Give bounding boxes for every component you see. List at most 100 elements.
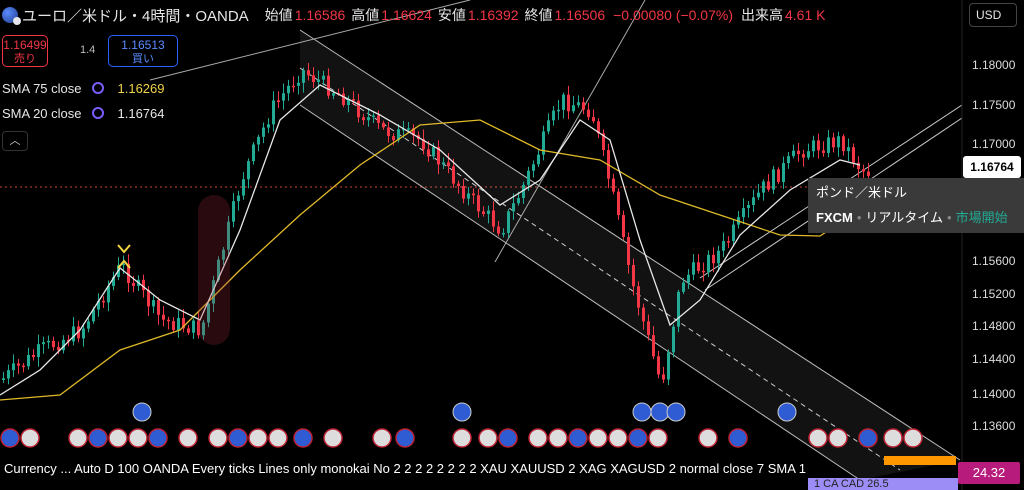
candle-body [397,129,400,141]
price-axis-label: 1.14000 [972,387,1016,401]
candle-body [467,193,470,199]
candle-body [822,150,825,153]
tooltip-status: 市場開始 [955,210,1008,225]
candle-body [107,286,110,303]
candle-body [617,191,620,216]
collapse-legend-button[interactable]: ︿ [2,131,28,151]
price-axis-label: 1.15600 [972,254,1016,268]
candle-body [717,250,720,264]
symbol-header: ユーロ／米ドル・4時間・OANDA 始値 1.16586 高値 1.16624 … [0,2,825,28]
candle-body [332,93,335,96]
currency-selector[interactable]: USD [969,3,1017,27]
candle-body [292,85,295,88]
indicator-sma20[interactable]: SMA 20 close 1.16764 [2,103,165,123]
event-flag-icon [248,428,268,448]
candle-body [252,144,255,162]
candle-body [437,146,440,165]
candle-body [532,164,535,171]
candle-body [282,93,285,101]
candle-body [497,226,500,234]
candle-body [157,300,160,315]
indicator-name: SMA 20 close [2,105,82,121]
event-flag-icon [148,428,168,448]
event-flag-icon [828,428,848,448]
indicator-sma75[interactable]: SMA 75 close 1.16269 [2,78,165,98]
status-bar: Currency ... Auto D 100 OANDA Every tick… [0,458,958,480]
candle-body [97,300,100,310]
event-flag-icon [903,428,923,448]
chevron-up-icon: ︿ [9,135,21,147]
candle-body [792,150,795,157]
candle-body [637,286,640,308]
candle-body [462,185,465,199]
candle-body [747,204,750,209]
candle-body [722,241,725,251]
candle-body [402,128,405,131]
event-flag-icon [648,428,668,448]
candle-body [27,354,30,367]
channel-lower-line [299,104,861,481]
symbol-title[interactable]: ユーロ／米ドル・4時間・OANDA [22,7,249,25]
sell-button[interactable]: 1.16499 売り [2,35,48,67]
trend-line [494,0,646,263]
event-flag-icon [808,428,828,448]
event-flag-icon [608,428,628,448]
candle-body [212,280,215,304]
candle-body [592,117,595,122]
candle-body [172,321,175,331]
candle-body [237,195,240,202]
tooltip-symbol: ポンド／米ドル [816,185,908,200]
candle-body [147,290,150,307]
candle-body [177,318,180,331]
event-flag-icon [128,428,148,448]
open-label: 始値 [264,7,293,23]
candle-body [787,156,790,164]
candle-body [92,309,95,322]
event-flag-icon [372,428,392,448]
candle-body [232,201,235,222]
buy-button[interactable]: 1.16513 買い [108,35,178,67]
candle-body [582,102,585,110]
candle-body [342,93,345,106]
candle-body [357,100,360,118]
candle-body [857,162,860,170]
candle-body [487,210,490,214]
candle-body [312,75,315,83]
candle-body [602,133,605,151]
candle-body [502,232,505,235]
candle-body [742,208,745,218]
candle-body [817,140,820,151]
event-flag-icon [323,428,343,448]
candle-body [32,354,35,358]
currency-flag-icon [2,7,21,25]
candle-body [262,127,265,137]
candle-body [202,322,205,336]
candle-body [732,224,735,242]
event-flag-icon [650,402,670,422]
loading-icon [91,107,104,119]
close-value: 1.16506 [554,7,606,23]
candle-body [827,137,830,153]
candle-body [832,137,835,148]
candle-body [197,320,200,336]
arrow-marker-icon [117,259,131,269]
candle-body [182,318,185,329]
candle-body [57,347,60,351]
event-flag-icon [478,428,498,448]
event-flag-icon [777,402,797,422]
candle-body [407,128,410,130]
candle-body [512,203,515,212]
candle-body [367,117,370,121]
candle-body [52,340,55,348]
candle-body [362,117,365,121]
candle-body [7,370,10,379]
candle-body [567,94,570,112]
volume-value: 4.61 K [785,7,826,23]
loading-icon [91,82,104,94]
buy-price: 1.16513 [121,38,165,52]
candle-body [697,262,700,271]
candle-body [2,378,5,380]
candle-body [222,249,225,260]
candle-body [387,127,390,137]
